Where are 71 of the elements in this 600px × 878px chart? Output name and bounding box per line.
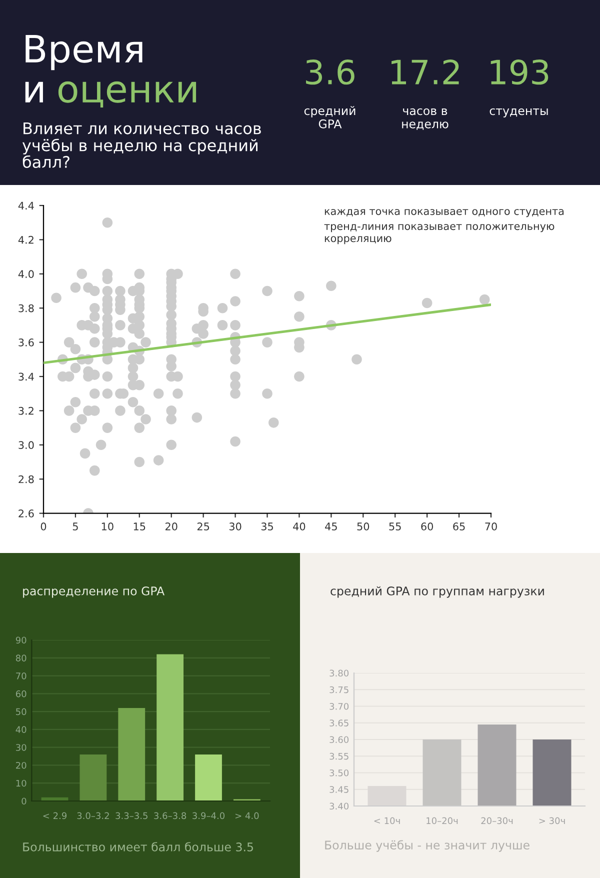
x-tick-label: < 10ч bbox=[374, 817, 400, 824]
text: часов в неделю bbox=[402, 108, 448, 130]
annotation: тренд-линия показывает положительную корреляцию bbox=[324, 224, 554, 244]
x-tick-label: 60 bbox=[421, 522, 434, 530]
y-tick-label: 4.0 bbox=[18, 270, 34, 278]
x-tick-label: 70 bbox=[485, 522, 497, 530]
y-tick-label: 0 bbox=[22, 798, 26, 805]
y-tick-label: 3.80 bbox=[330, 670, 349, 677]
y-tick-label: 4.2 bbox=[18, 236, 34, 244]
text: Время и оценки bbox=[25, 35, 196, 108]
y-tick-label: 3.75 bbox=[330, 686, 348, 694]
y-tick-label: 3.2 bbox=[18, 406, 34, 415]
bar bbox=[80, 754, 107, 801]
x-tick-label: 3.9–4.0 bbox=[192, 812, 225, 820]
y-tick-label: 3.0 bbox=[18, 441, 34, 450]
y-tick-label: 3.50 bbox=[330, 769, 349, 776]
y-tick-label: 20 bbox=[16, 762, 26, 769]
x-tick-label: 10 bbox=[102, 522, 114, 530]
text: 193 bbox=[490, 59, 548, 85]
x-tick-label: 40 bbox=[293, 522, 306, 530]
y-tick-label: 50 bbox=[16, 708, 26, 716]
x-tick-label: 15 bbox=[134, 522, 146, 530]
text: студенты bbox=[490, 108, 548, 118]
text: 17.2 bbox=[392, 59, 459, 84]
x-tick-label: 20–30ч bbox=[481, 817, 513, 824]
text: Влияет ли количество часов учёбы в неделю на средний балл? bbox=[22, 122, 261, 168]
chart-title: средний GPA по группам нагрузки bbox=[330, 586, 544, 598]
y-tick-label: 3.70 bbox=[330, 702, 349, 710]
x-tick-label: 3.6–3.8 bbox=[154, 812, 186, 820]
y-tick-label: 70 bbox=[16, 672, 26, 680]
y-tick-label: 90 bbox=[16, 636, 26, 644]
x-tick-label: 25 bbox=[197, 522, 210, 530]
x-tick-label: 65 bbox=[453, 522, 465, 530]
y-tick-label: 2.6 bbox=[18, 510, 34, 518]
x-tick-label: > 4.0 bbox=[236, 812, 259, 820]
y-tick-label: 2.8 bbox=[18, 475, 34, 484]
x-tick-label: 35 bbox=[261, 522, 273, 530]
annotation: каждая точка показывает одного студента bbox=[324, 209, 564, 218]
x-tick-label: 55 bbox=[389, 522, 401, 530]
bar bbox=[195, 754, 222, 801]
y-tick-label: 80 bbox=[16, 654, 26, 662]
y-tick-label: 3.8 bbox=[18, 304, 34, 312]
chart-title: распределение по GPA bbox=[23, 586, 165, 598]
y-tick-label: 3.4 bbox=[18, 372, 34, 381]
y-tick-label: 40 bbox=[16, 726, 26, 734]
x-tick-label: 50 bbox=[357, 522, 370, 530]
bar bbox=[118, 708, 146, 801]
y-tick-label: 3.6 bbox=[18, 338, 34, 346]
y-tick-label: 3.45 bbox=[330, 786, 348, 793]
x-tick-label: < 2.9 bbox=[43, 812, 67, 820]
x-tick-label: 3.3–3.5 bbox=[116, 812, 148, 820]
x-tick-label: 5 bbox=[72, 522, 78, 530]
y-tick-label: 4.4 bbox=[18, 202, 34, 210]
x-tick-label: > 30ч bbox=[539, 817, 565, 824]
y-tick-label: 10 bbox=[16, 780, 26, 787]
y-tick-label: 3.60 bbox=[330, 736, 349, 744]
x-tick-label: 45 bbox=[325, 522, 337, 530]
x-tick-label: 30 bbox=[229, 522, 242, 530]
text: Больше учёбы - не значит лучше bbox=[325, 840, 530, 852]
x-tick-label: 10–20ч bbox=[426, 817, 458, 824]
x-tick-label: 3.0–3.2 bbox=[77, 812, 109, 820]
x-tick-label: 0 bbox=[40, 522, 46, 530]
y-tick-label: 60 bbox=[16, 690, 26, 698]
text: Большинство имеет балл больше 3.5 bbox=[23, 842, 253, 852]
x-tick-label: 20 bbox=[165, 522, 178, 530]
y-tick-label: 3.40 bbox=[330, 802, 349, 810]
bar bbox=[156, 654, 184, 801]
y-tick-label: 30 bbox=[16, 744, 26, 751]
text: средний GPA bbox=[304, 106, 356, 128]
y-tick-label: 3.65 bbox=[330, 720, 348, 726]
y-tick-label: 3.55 bbox=[330, 752, 348, 760]
